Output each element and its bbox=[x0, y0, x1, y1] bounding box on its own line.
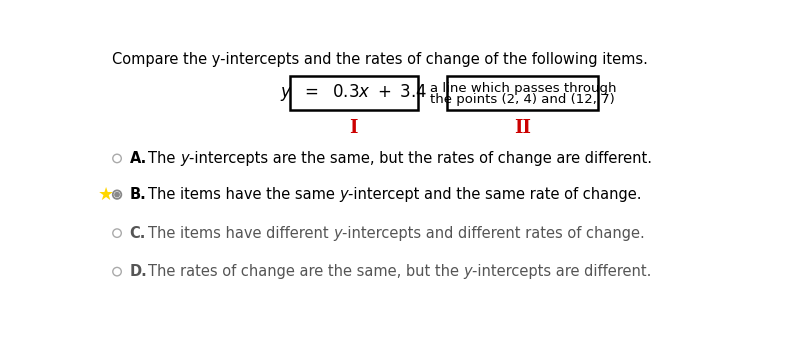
Text: I: I bbox=[350, 119, 358, 137]
Text: A.: A. bbox=[130, 151, 146, 166]
Circle shape bbox=[115, 193, 119, 197]
FancyBboxPatch shape bbox=[290, 76, 418, 110]
Text: II: II bbox=[514, 119, 531, 137]
Text: D.: D. bbox=[130, 264, 147, 279]
Text: -intercepts and different rates of change.: -intercepts and different rates of chang… bbox=[342, 226, 645, 240]
Text: The items have the same: The items have the same bbox=[148, 187, 339, 202]
Text: ★: ★ bbox=[98, 186, 114, 204]
Text: -intercepts are the same, but the rates of change are different.: -intercepts are the same, but the rates … bbox=[189, 151, 652, 166]
Text: -intercepts are different.: -intercepts are different. bbox=[472, 264, 652, 279]
Text: y: y bbox=[464, 264, 472, 279]
Text: y: y bbox=[180, 151, 189, 166]
Text: The: The bbox=[148, 151, 180, 166]
Text: y: y bbox=[339, 187, 348, 202]
Text: The rates of change are the same, but the: The rates of change are the same, but th… bbox=[148, 264, 464, 279]
Text: Compare the y-intercepts and the rates of change of the following items.: Compare the y-intercepts and the rates o… bbox=[112, 52, 647, 67]
Text: the points (2, 4) and (12, 7): the points (2, 4) and (12, 7) bbox=[430, 93, 615, 106]
Text: y: y bbox=[334, 226, 342, 240]
Text: -intercept and the same rate of change.: -intercept and the same rate of change. bbox=[348, 187, 642, 202]
FancyBboxPatch shape bbox=[447, 76, 598, 110]
Text: $y\ \ =\ \ 0.3x\ +\ 3.4$: $y\ \ =\ \ 0.3x\ +\ 3.4$ bbox=[280, 82, 427, 104]
Text: B.: B. bbox=[130, 187, 146, 202]
Text: C.: C. bbox=[130, 226, 146, 240]
Text: The items have different: The items have different bbox=[148, 226, 334, 240]
Text: a line which passes through: a line which passes through bbox=[430, 82, 616, 95]
